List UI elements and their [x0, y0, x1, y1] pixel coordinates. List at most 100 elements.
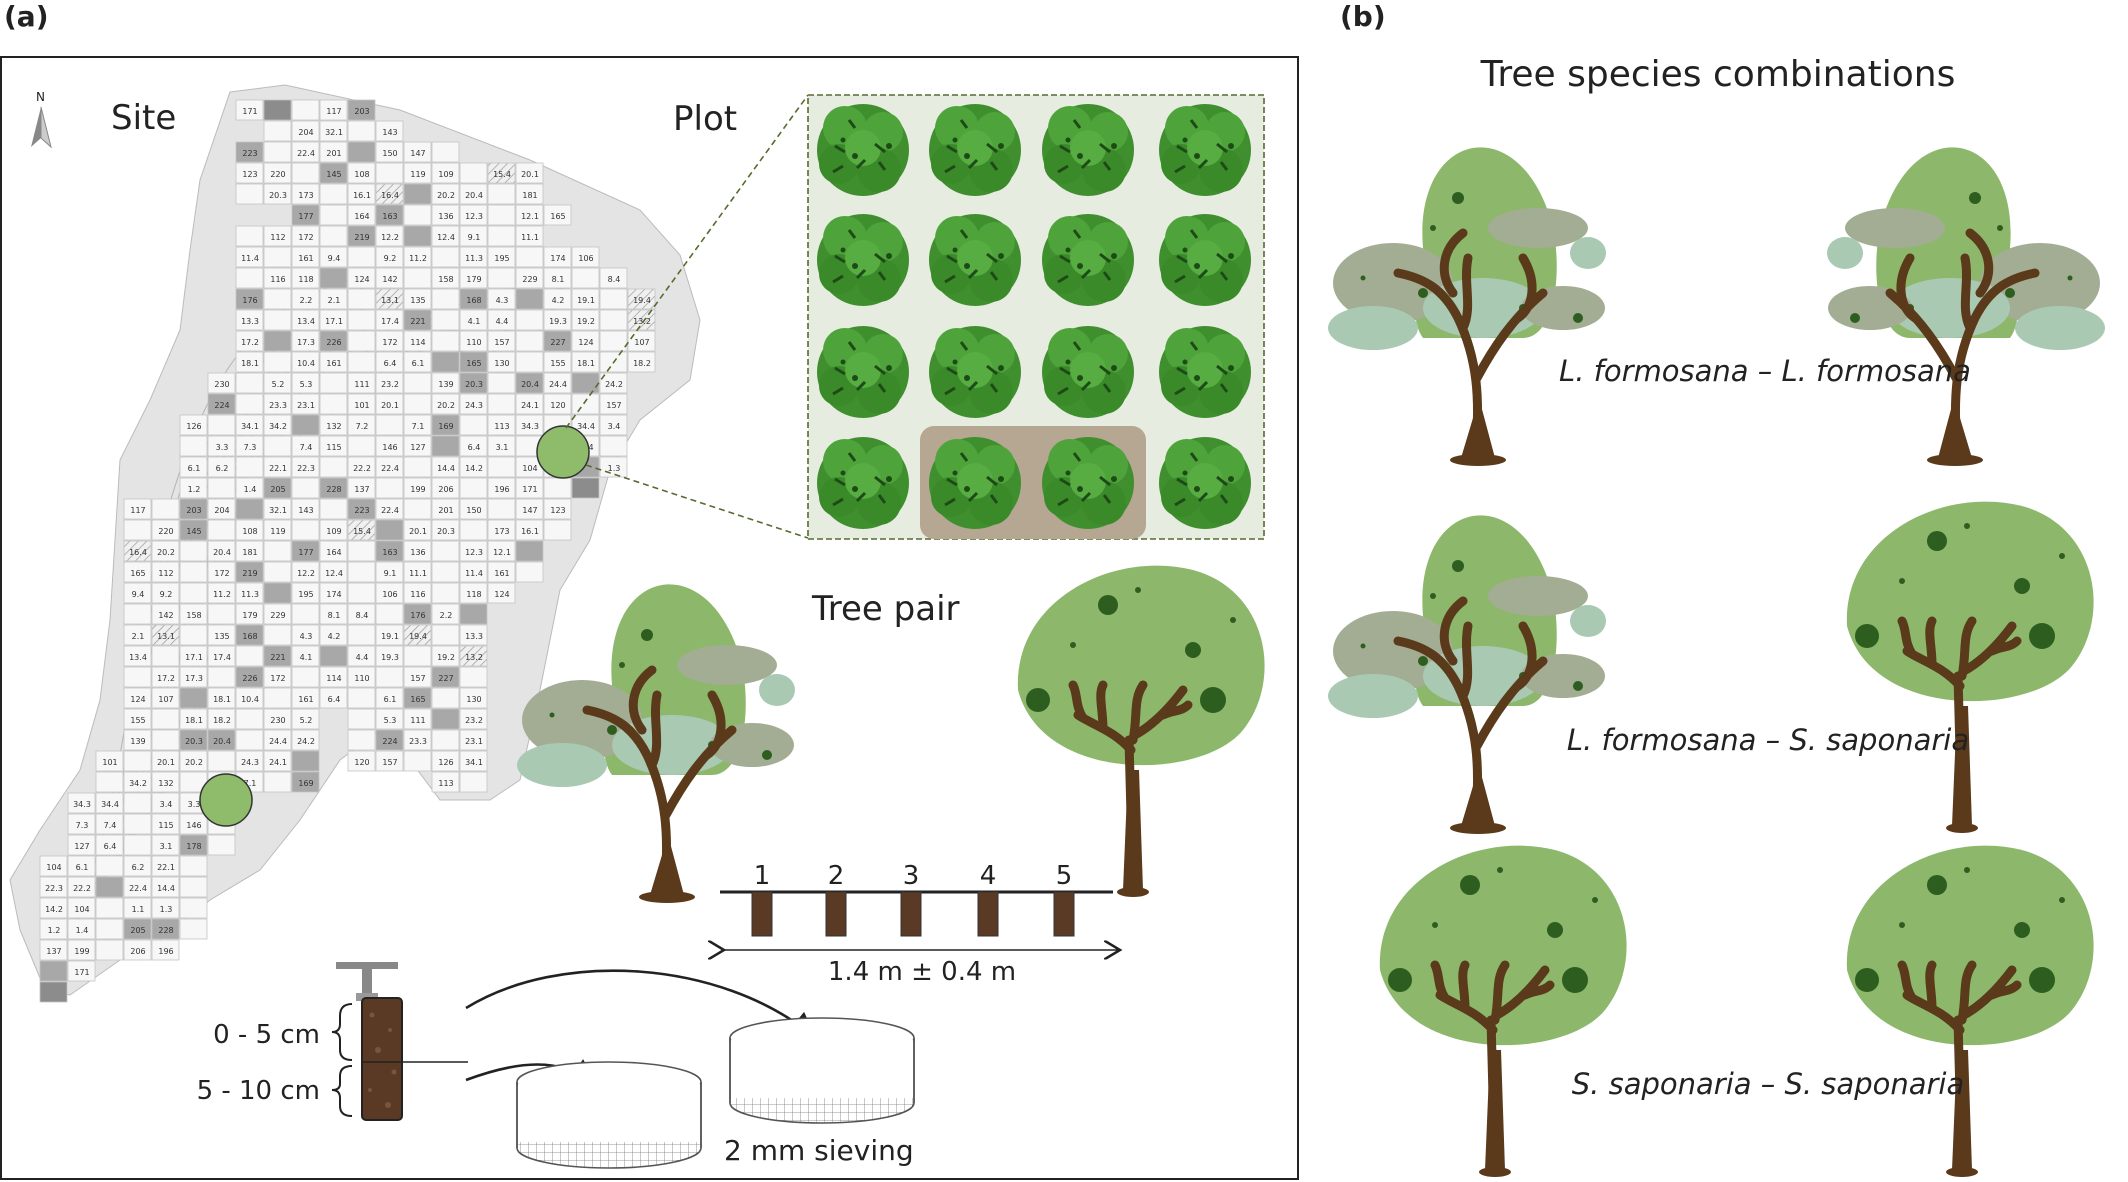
grid-cell-label: 146 [382, 443, 397, 452]
grid-cell: 124 [487, 582, 516, 604]
grid-cell [347, 687, 376, 709]
grid-cell-label: 22.1 [157, 863, 175, 872]
grid-cell-label: 20.2 [157, 548, 175, 557]
grid-cell: 104 [39, 855, 68, 877]
grid-cell: 224 [207, 393, 236, 415]
grid-cell-label: 124 [130, 695, 145, 704]
grid-cell-label: 8.1 [328, 611, 341, 620]
lf-tree-icon [1827, 147, 2105, 466]
plot-tree-icon [815, 324, 911, 420]
grid-cell: 18.1 [235, 351, 264, 373]
grid-cell [263, 309, 292, 331]
grid-cell [347, 540, 376, 562]
grid-cell: 106 [375, 582, 404, 604]
grid-cell: 6.1 [375, 687, 404, 709]
grid-cell [179, 876, 208, 898]
grid-cell [319, 267, 348, 289]
grid-cell-label: 161 [298, 254, 313, 263]
grid-cell-label: 206 [130, 947, 145, 956]
grid-cell [291, 750, 320, 772]
grid-cell: 17.4 [207, 645, 236, 667]
grid-cell [291, 414, 320, 436]
grid-cell-label: 12.3 [465, 548, 483, 557]
grid-cell: 11.2 [207, 582, 236, 604]
grid-cell-label: 20.4 [213, 737, 231, 746]
grid-cell: 114 [403, 330, 432, 352]
grid-cell-label: 161 [494, 569, 509, 578]
grid-cell: 9.4 [319, 246, 348, 268]
grid-cell [235, 393, 264, 415]
grid-cell-label: 107 [158, 695, 173, 704]
grid-cell-label: 135 [214, 632, 229, 641]
grid-cell [95, 771, 124, 793]
grid-cell-label: 176 [410, 611, 425, 620]
grid-cell-label: 1.2 [48, 926, 61, 935]
grid-cell-label: 7.1 [412, 422, 425, 431]
grid-cell-label: 20.2 [437, 191, 455, 200]
grid-cell: 17.2 [151, 666, 180, 688]
grid-cell-label: 227 [438, 674, 453, 683]
plot-tree-icon [927, 102, 1023, 198]
grid-cell: 24.1 [515, 393, 544, 415]
grid-cell-label: 150 [382, 149, 397, 158]
grid-cell: 24.2 [599, 372, 628, 394]
grid-cell: 146 [375, 435, 404, 457]
grid-cell [123, 603, 152, 625]
grid-cell-label: 20.3 [437, 527, 455, 536]
grid-cell-label: 23.2 [465, 716, 483, 725]
grid-cell [207, 519, 236, 541]
grid-cell-label: 157 [606, 401, 621, 410]
grid-cell [431, 141, 460, 163]
grid-cell: 6.4 [375, 351, 404, 373]
grid-cell [571, 267, 600, 289]
grid-cell-label: 4.4 [496, 317, 509, 326]
grid-cell: 19.4 [627, 288, 656, 310]
grid-cell-label: 178 [186, 842, 201, 851]
grid-cell-label: 147 [410, 149, 425, 158]
grid-cell-label: 108 [354, 170, 369, 179]
grid-cell: 221 [403, 309, 432, 331]
grid-cell: 24.3 [235, 750, 264, 772]
grid-cell-label: 4.2 [328, 632, 341, 641]
grid-cell [95, 897, 124, 919]
grid-cell-label: 13.4 [297, 317, 315, 326]
soil-sample-marker [825, 891, 847, 937]
grid-cell: 18.1 [179, 708, 208, 730]
grid-cell: 3.3 [207, 435, 236, 457]
grid-cell: 11.1 [403, 561, 432, 583]
grid-cell-label: 20.2 [185, 758, 203, 767]
grid-cell: 4.3 [291, 624, 320, 646]
grid-cell [487, 267, 516, 289]
grid-cell [403, 372, 432, 394]
grid-cell-label: 220 [270, 170, 285, 179]
grid-cell: 4.1 [291, 645, 320, 667]
grid-cell: 145 [179, 519, 208, 541]
grid-cell: 108 [347, 162, 376, 184]
grid-cell [319, 204, 348, 226]
grid-cell-label: 229 [270, 611, 285, 620]
grid-cell-label: 18.1 [185, 716, 203, 725]
sieve-icon-top [729, 1017, 915, 1124]
site-plot-marker-2 [199, 773, 253, 827]
grid-cell-label: 118 [298, 275, 313, 284]
grid-cell [599, 435, 628, 457]
grid-cell-label: 158 [186, 611, 201, 620]
grid-cell [207, 834, 236, 856]
ss-tree-icon [1847, 846, 2094, 1177]
grid-cell: 22.2 [347, 456, 376, 478]
grid-cell [375, 162, 404, 184]
grid-cell [179, 435, 208, 457]
grid-cell: 7.4 [291, 435, 320, 457]
grid-cell-label: 226 [326, 338, 341, 347]
grid-cell-label: 9.2 [160, 590, 173, 599]
grid-cell [123, 813, 152, 835]
grid-cell: 7.4 [95, 813, 124, 835]
grid-cell: 22.4 [375, 498, 404, 520]
grid-cell-label: 169 [438, 422, 453, 431]
grid-cell: 5.2 [291, 708, 320, 730]
grid-cell: 20.2 [179, 750, 208, 772]
grid-cell-label: 4.3 [496, 296, 509, 305]
grid-cell: 20.1 [375, 393, 404, 415]
grid-cell-label: 155 [550, 359, 565, 368]
grid-cell: 137 [347, 477, 376, 499]
